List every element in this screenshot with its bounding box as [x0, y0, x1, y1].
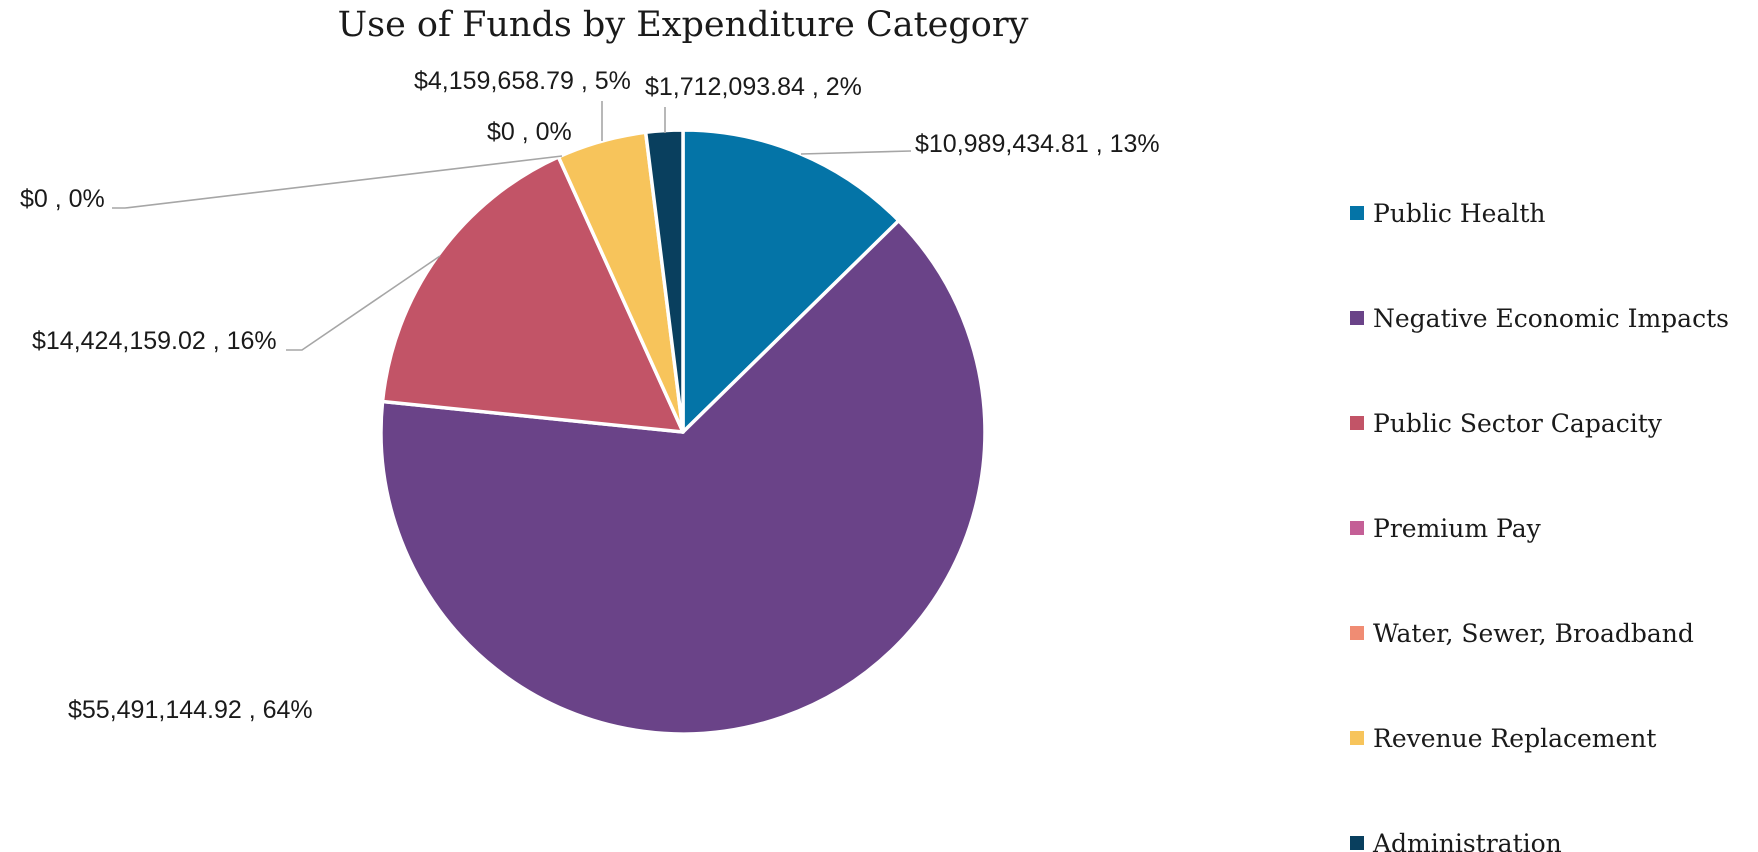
legend-swatch-public-health [1350, 206, 1364, 220]
data-label-public-sector-capacity: $14,424,159.02 , 16% [32, 327, 277, 355]
pie-slice-negative-economic-impacts [379, 218, 987, 736]
pie-slice-public-sector-capacity [380, 155, 685, 434]
legend-swatch-water-sewer-broadband [1350, 626, 1364, 640]
leader-line-public-sector-capacity [286, 255, 441, 351]
legend-label-water-sewer-broadband: Water, Sewer, Broadband [1373, 619, 1694, 648]
leader-line-public-health [800, 150, 912, 155]
legend-swatch-public-sector-capacity [1350, 416, 1364, 430]
data-label-revenue-replacement: $4,159,658.79 , 5% [414, 67, 631, 95]
data-label-public-health: $10,989,434.81 , 13% [915, 130, 1160, 158]
legend: Public Health Negative Economic Impacts Pu… [1350, 199, 1729, 852]
leader-lines [112, 101, 912, 351]
data-label-water-sewer-broadband: $0 , 0% [487, 118, 572, 146]
legend-label-administration: Administration [1372, 829, 1562, 852]
data-labels: $10,989,434.81 , 13% $55,491,144.92 , 64%… [20, 67, 1160, 724]
legend-swatch-premium-pay [1350, 521, 1364, 535]
data-label-premium-pay: $0 , 0% [20, 185, 105, 213]
legend-label-public-health: Public Health [1373, 199, 1546, 228]
legend-label-revenue-replacement: Revenue Replacement [1373, 724, 1656, 753]
legend-label-negative-economic-impacts: Negative Economic Impacts [1373, 304, 1729, 333]
legend-label-public-sector-capacity: Public Sector Capacity [1373, 409, 1663, 438]
legend-swatch-negative-economic-impacts [1350, 311, 1364, 325]
data-label-negative-economic-impacts: $55,491,144.92 , 64% [68, 696, 313, 724]
chart-title: Use of Funds by Expenditure Category [338, 5, 1029, 45]
legend-swatch-administration [1350, 836, 1364, 850]
legend-label-premium-pay: Premium Pay [1373, 514, 1542, 543]
data-label-administration: $1,712,093.84 , 2% [645, 73, 862, 101]
pie-slices [379, 128, 987, 736]
leader-line-premium-pay [112, 155, 563, 209]
legend-swatch-revenue-replacement [1350, 731, 1364, 745]
pie-slice-public-health [681, 128, 901, 434]
